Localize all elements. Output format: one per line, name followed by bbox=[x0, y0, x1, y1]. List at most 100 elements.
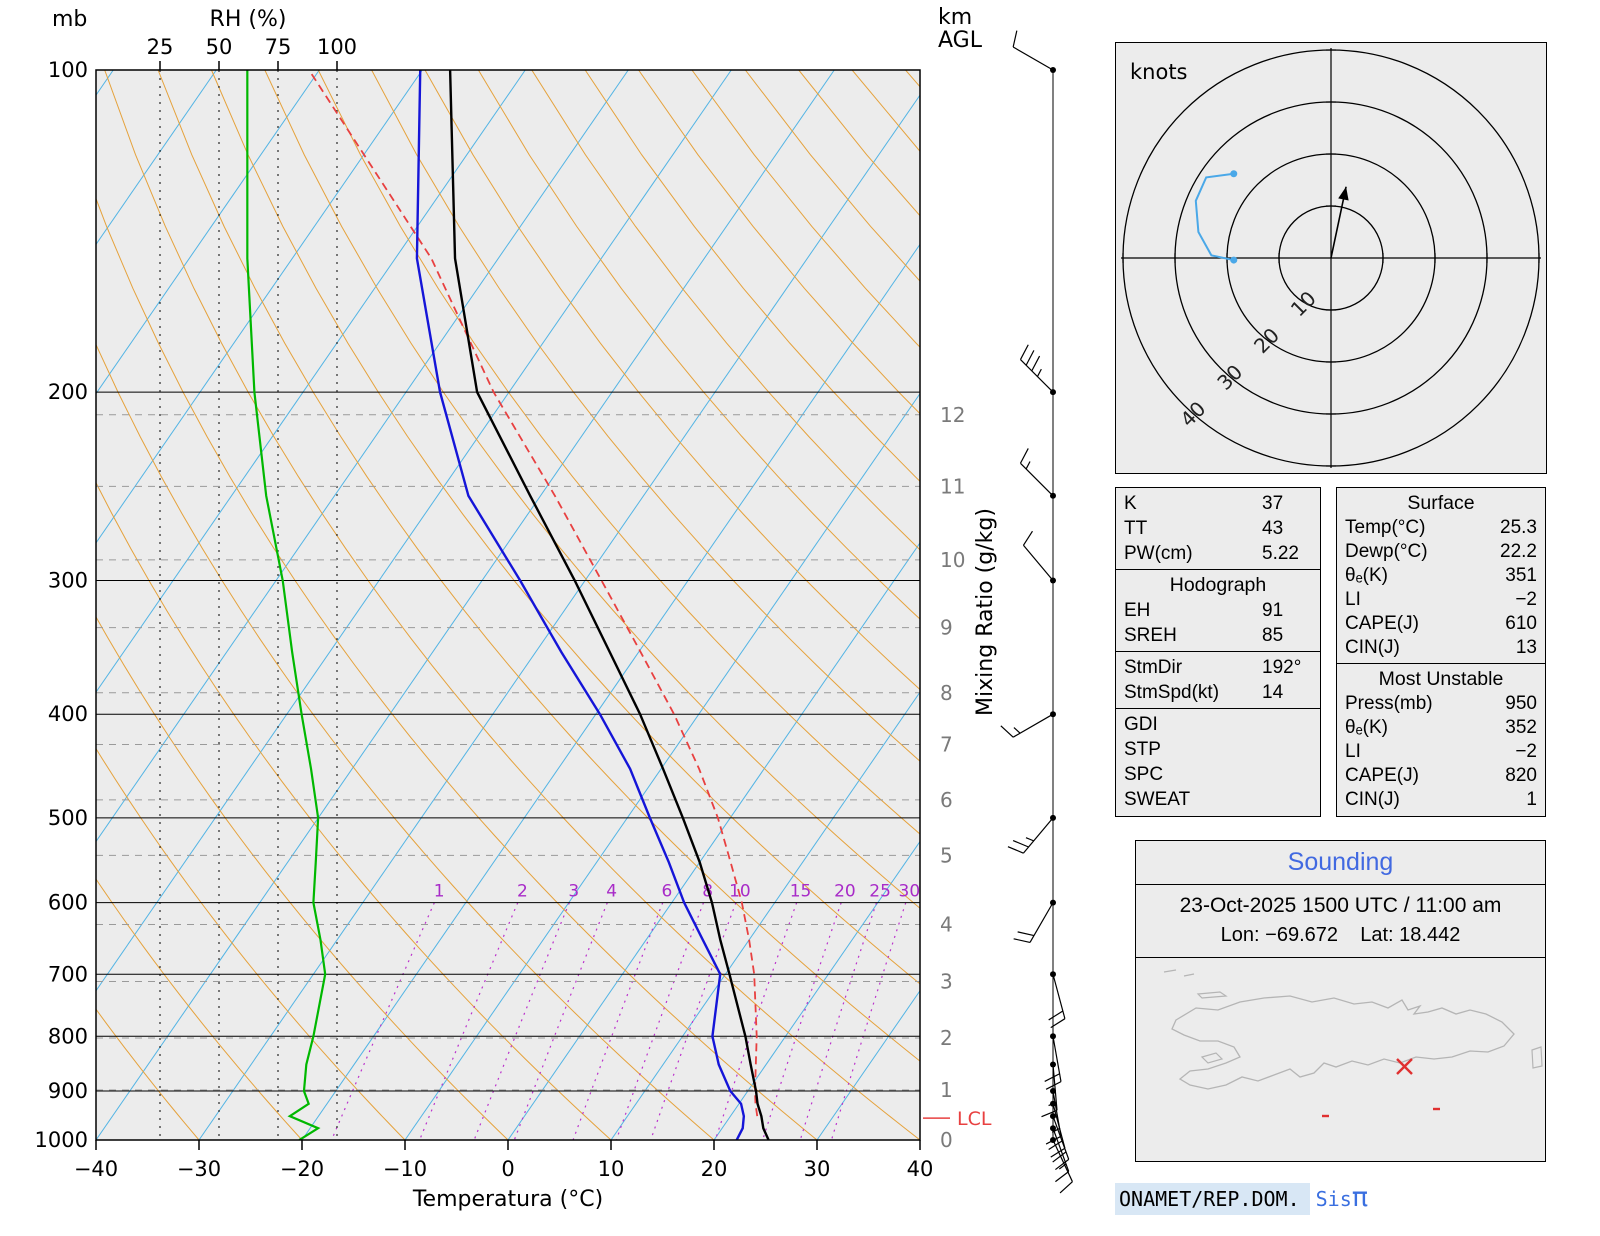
stat-label: TT bbox=[1124, 518, 1148, 539]
stat-value: 13 bbox=[1515, 637, 1537, 658]
rh-curve bbox=[246, 70, 327, 1140]
svg-text:11: 11 bbox=[940, 474, 965, 498]
stat-row: TT 43 bbox=[1116, 516, 1320, 541]
stat-label: LI bbox=[1345, 589, 1361, 610]
svg-text:1: 1 bbox=[940, 1078, 953, 1102]
stat-row: θₑ(K) 351 bbox=[1337, 564, 1545, 588]
stat-row: CIN(J) 13 bbox=[1337, 636, 1545, 660]
stat-label: LI bbox=[1345, 741, 1361, 762]
stat-value: −2 bbox=[1515, 589, 1537, 610]
stat-label: Press(mb) bbox=[1345, 693, 1433, 714]
sounding-meta: 23-Oct-2025 1500 UTC / 11:00 am Lon: −69… bbox=[1136, 885, 1545, 958]
stat-value: 351 bbox=[1505, 565, 1537, 586]
sounding-location-marker bbox=[1396, 1058, 1413, 1075]
stat-row: STP bbox=[1116, 737, 1320, 762]
stat-row: Press(mb) 950 bbox=[1337, 692, 1545, 716]
stat-value: −2 bbox=[1515, 741, 1537, 762]
stat-value: 85 bbox=[1262, 625, 1284, 646]
km-axis-title-2: AGL bbox=[938, 28, 983, 53]
stat-label: PW(cm) bbox=[1124, 543, 1193, 564]
section-header: Hodograph bbox=[1169, 574, 1267, 596]
svg-text:6: 6 bbox=[940, 788, 953, 812]
svg-text:15: 15 bbox=[790, 882, 812, 902]
surface-parcel-section: Surface Temp(°C) 25.3 Dewp(°C) 22.2 θₑ(K) 3… bbox=[1337, 488, 1545, 663]
stat-label: CAPE(J) bbox=[1345, 613, 1419, 634]
svg-text:100: 100 bbox=[317, 35, 357, 59]
svg-text:4: 4 bbox=[940, 913, 953, 937]
svg-text:25: 25 bbox=[869, 882, 891, 902]
km-axis-title: km bbox=[938, 5, 972, 30]
svg-text:7: 7 bbox=[940, 733, 953, 757]
sispi-logo: Sisπ bbox=[1315, 1182, 1368, 1213]
svg-text:6: 6 bbox=[662, 882, 673, 902]
hodograph-indices-section: Hodograph EH 91 SREH 85 bbox=[1116, 569, 1320, 651]
svg-text:5: 5 bbox=[940, 843, 953, 867]
temperature-curve bbox=[448, 70, 770, 1140]
turks-islands-outline bbox=[1163, 969, 1195, 977]
puerto-rico-outline bbox=[1531, 1046, 1543, 1069]
lcl-label: LCL bbox=[957, 1108, 992, 1130]
skewt-chart: mb RH (%) km AGL Temperatura (°C) Mixing… bbox=[35, 5, 1073, 1212]
svg-text:50: 50 bbox=[206, 35, 233, 59]
stat-row: SWEAT bbox=[1116, 787, 1320, 812]
stat-label: CIN(J) bbox=[1345, 637, 1400, 658]
severe-indices-section: GDI STP SPC SWEAT bbox=[1116, 708, 1320, 815]
stability-indices-section: K 37 TT 43 PW(cm) 5.22 bbox=[1116, 488, 1320, 569]
stat-row: CAPE(J) 820 bbox=[1337, 764, 1545, 788]
svg-text:800: 800 bbox=[48, 1024, 88, 1048]
stat-value: 950 bbox=[1505, 693, 1537, 714]
sounding-curves bbox=[246, 70, 770, 1140]
svg-text:600: 600 bbox=[48, 891, 88, 915]
org-name: ONAMET/REP.DOM. bbox=[1115, 1183, 1310, 1215]
svg-text:300: 300 bbox=[48, 569, 88, 593]
svg-text:12: 12 bbox=[940, 403, 965, 427]
svg-text:200: 200 bbox=[48, 380, 88, 404]
stat-value: 25.3 bbox=[1500, 517, 1537, 538]
svg-text:−20: −20 bbox=[280, 1157, 324, 1181]
svg-text:2: 2 bbox=[940, 1026, 953, 1050]
parcel-curve bbox=[308, 70, 759, 1117]
stat-label: EH bbox=[1124, 600, 1151, 621]
hodograph-units-label: knots bbox=[1130, 60, 1188, 84]
stat-value: 22.2 bbox=[1500, 541, 1537, 562]
hispaniola-map bbox=[1163, 969, 1543, 1118]
svg-text:400: 400 bbox=[48, 702, 88, 726]
hispaniola-outline bbox=[1171, 995, 1515, 1090]
location-map bbox=[1136, 958, 1545, 1148]
svg-text:2: 2 bbox=[517, 882, 528, 902]
stat-value bbox=[1262, 737, 1312, 762]
svg-text:10: 10 bbox=[598, 1157, 625, 1181]
stat-row: EH 91 bbox=[1116, 598, 1320, 623]
stat-row: Temp(°C) 25.3 bbox=[1337, 516, 1545, 540]
hodograph-trace bbox=[1194, 172, 1234, 262]
svg-text:3: 3 bbox=[940, 970, 953, 994]
most-unstable-section: Most Unstable Press(mb) 950 θₑ(K) 352 LI −2… bbox=[1337, 663, 1545, 815]
pressure-axis-unit: mb bbox=[52, 7, 87, 32]
stat-value: 5.22 bbox=[1262, 543, 1299, 564]
section-header: Surface bbox=[1407, 492, 1475, 514]
indices-panel: K 37 TT 43 PW(cm) 5.22 Hodograph EH 91 SREH 8… bbox=[1115, 487, 1321, 817]
stat-row: SPC bbox=[1116, 762, 1320, 787]
svg-text:−10: −10 bbox=[383, 1157, 427, 1181]
svg-text:75: 75 bbox=[265, 35, 292, 59]
storm-motion-section: StmDir 192° StmSpd(kt) 14 bbox=[1116, 651, 1320, 708]
svg-text:700: 700 bbox=[48, 962, 88, 986]
stat-label: CAPE(J) bbox=[1345, 765, 1419, 786]
stat-label: θₑ(K) bbox=[1345, 717, 1388, 738]
stat-label: SWEAT bbox=[1124, 789, 1191, 810]
svg-text:10: 10 bbox=[940, 548, 965, 572]
stat-value: 14 bbox=[1262, 682, 1284, 703]
stat-value bbox=[1262, 712, 1312, 737]
svg-text:0: 0 bbox=[501, 1157, 514, 1181]
svg-text:1000: 1000 bbox=[35, 1128, 88, 1152]
skewt-background-lines bbox=[96, 70, 920, 1140]
stat-row: K 37 bbox=[1116, 491, 1320, 516]
sispi-prefix: Sis bbox=[1315, 1187, 1352, 1211]
mixing-ratio-axis-title: Mixing Ratio (g/kg) bbox=[973, 508, 998, 716]
stat-row: LI −2 bbox=[1337, 588, 1545, 612]
sounding-title: Sounding bbox=[1136, 841, 1545, 885]
stat-value: 192° bbox=[1262, 657, 1302, 678]
svg-text:0: 0 bbox=[940, 1128, 953, 1152]
rh-axis-title: RH (%) bbox=[210, 7, 287, 32]
